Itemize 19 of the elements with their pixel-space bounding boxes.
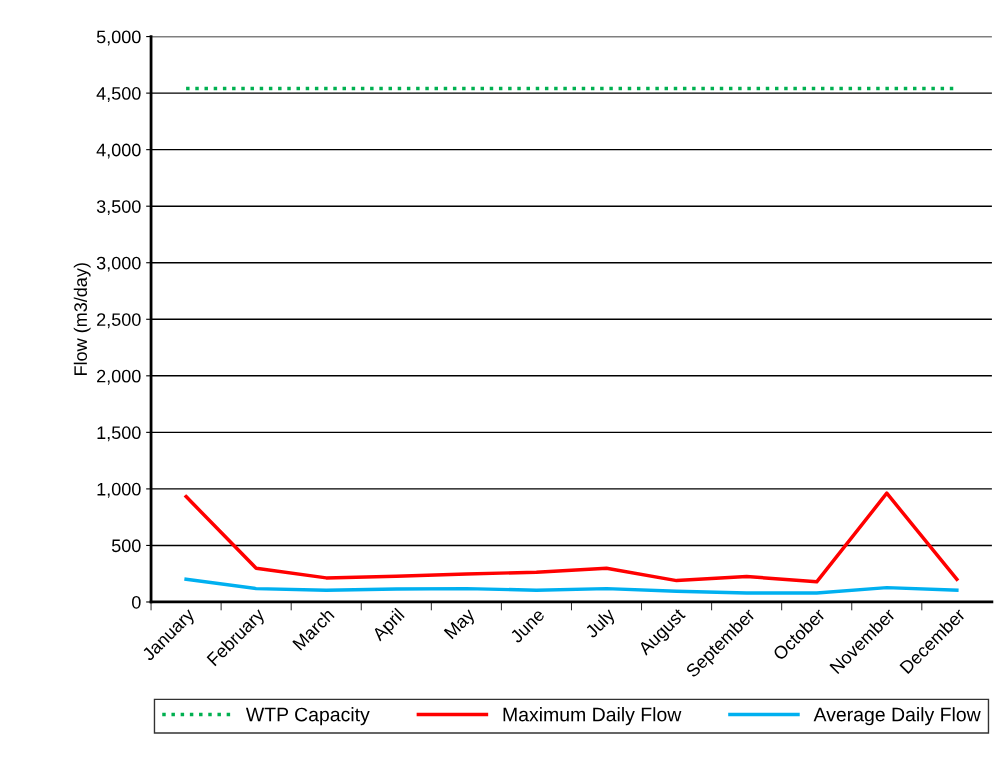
legend-label: WTP Capacity [245, 707, 370, 726]
legend-label: Average Daily Flow [813, 707, 981, 726]
x-tick-label: May [443, 607, 479, 642]
line-series [184, 491, 959, 584]
y-tick-label: 3,500 [96, 200, 141, 216]
y-tick-label: 4,000 [96, 143, 141, 159]
y-tick-label: 2,500 [97, 313, 141, 329]
y-tick-label: 1,500 [97, 426, 141, 442]
y-tick-label: 2,000 [97, 369, 141, 385]
y-tick-label: 5,000 [96, 30, 141, 46]
y-tick-label: 4,500 [96, 87, 141, 102]
y-tick-label: 500 [111, 539, 141, 553]
y-axis-title: Flow (m3/day) [73, 263, 91, 375]
y-tick-label: 0 [131, 595, 141, 609]
line-series [184, 577, 959, 595]
y-tick-label: 1,000 [97, 482, 141, 498]
x-tick-label: July [584, 606, 619, 642]
legend-label: Maximum Daily Flow [503, 707, 682, 726]
y-tick-label: 3,000 [96, 256, 141, 272]
